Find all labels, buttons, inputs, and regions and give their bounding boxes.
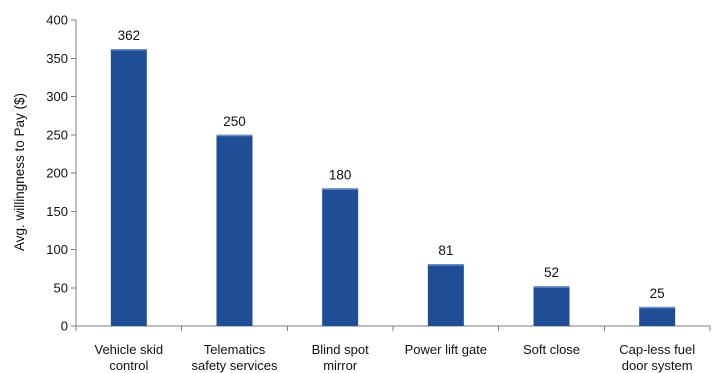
y-tick-label: 100 xyxy=(46,242,68,257)
bar-top-highlight xyxy=(322,188,359,190)
x-category-label: Vehicle skid control xyxy=(95,342,164,373)
x-category-label: Blind spot mirror xyxy=(312,342,369,373)
data-label: 362 xyxy=(118,28,141,43)
bar xyxy=(427,264,464,326)
y-axis: 0 50 100 150 200 250 300 350 400 xyxy=(46,13,77,334)
bar xyxy=(216,134,253,326)
x-category-label: Telematics safety services xyxy=(192,342,278,373)
data-label: 52 xyxy=(544,265,559,280)
bars xyxy=(110,49,676,326)
bar xyxy=(322,188,359,326)
data-labels: 362 250 180 81 52 25 xyxy=(118,28,665,301)
y-tick-label: 150 xyxy=(46,204,68,219)
y-tick-label: 250 xyxy=(46,127,68,142)
y-tick-label: 350 xyxy=(46,51,68,66)
y-tick-label: 200 xyxy=(46,166,68,181)
data-label: 25 xyxy=(650,286,665,301)
x-category-label: Cap-less fuel door system xyxy=(619,342,695,373)
y-tick-label: 400 xyxy=(46,13,68,28)
bar-top-highlight xyxy=(110,49,147,51)
x-category-label: Soft close xyxy=(523,342,580,357)
y-tick-label: 0 xyxy=(61,319,68,334)
y-axis-title: Avg. willingness to Pay ($) xyxy=(12,93,27,251)
y-tick-label: 50 xyxy=(54,280,68,295)
bar-top-highlight xyxy=(216,134,253,137)
bar-top-highlight xyxy=(533,286,570,288)
x-category-label: Power lift gate xyxy=(405,342,487,357)
y-tick-label: 300 xyxy=(46,89,68,104)
bar xyxy=(533,286,570,326)
bar xyxy=(639,306,676,326)
bar-top-highlight xyxy=(427,264,464,266)
data-label: 250 xyxy=(223,114,246,129)
data-label: 81 xyxy=(438,243,453,258)
bar-top-highlight xyxy=(639,306,676,309)
bar xyxy=(110,49,147,326)
data-label: 180 xyxy=(329,167,352,182)
x-axis: Vehicle skid control Telematics safety serv… xyxy=(75,325,711,373)
